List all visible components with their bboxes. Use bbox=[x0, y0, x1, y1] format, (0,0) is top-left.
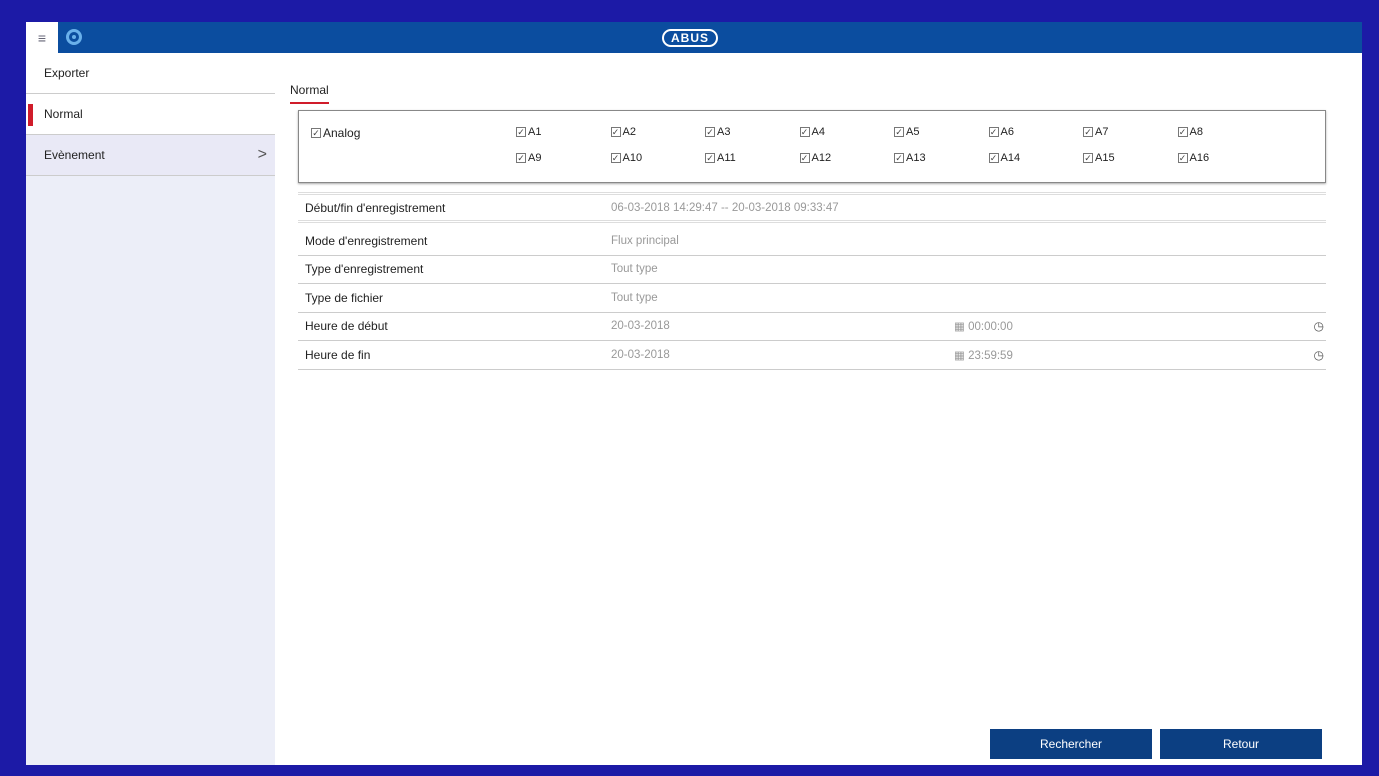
field-label: Heure de début bbox=[305, 319, 388, 334]
search-fields: Début/fin d'enregistrement 06-03-2018 14:… bbox=[298, 192, 1326, 370]
checkbox-icon: ✓ bbox=[1083, 153, 1093, 163]
chevron-right-icon: > bbox=[257, 146, 267, 163]
checkbox-icon: ✓ bbox=[894, 153, 904, 163]
checkbox-icon: ✓ bbox=[610, 127, 621, 137]
checkbox-label: A12 bbox=[811, 152, 832, 164]
checkbox-label: A11 bbox=[717, 152, 736, 164]
back-button[interactable]: Retour bbox=[1160, 729, 1322, 759]
checkbox-label: A8 bbox=[1189, 126, 1203, 138]
checkbox-channel[interactable]: ✓ A1 bbox=[516, 126, 541, 138]
checkbox-label: A10 bbox=[622, 152, 643, 164]
field-value[interactable]: 20-03-2018 bbox=[611, 320, 670, 333]
checkbox-icon: ✓ bbox=[705, 127, 715, 137]
eye-icon bbox=[66, 29, 82, 45]
checkbox-channel[interactable]: ✓ A13 bbox=[894, 152, 926, 164]
checkbox-channel[interactable]: ✓ A5 bbox=[894, 126, 919, 138]
checkbox-label: A4 bbox=[811, 126, 825, 138]
checkbox-label: A15 bbox=[1095, 152, 1115, 164]
field-label: Type de fichier bbox=[305, 290, 384, 305]
checkbox-icon: ✓ bbox=[1177, 127, 1188, 137]
field-label: Heure de fin bbox=[305, 347, 371, 362]
field-value[interactable]: 20-03-2018 bbox=[611, 348, 670, 361]
time-field[interactable]: ▦ 23:59:59 bbox=[954, 348, 1013, 362]
checkbox-channel[interactable]: ✓ A16 bbox=[1177, 152, 1210, 164]
main-panel: Normal ✓ Analog ✓ A1 ✓ A2 ✓ A3 ✓ A4 ✓ A5 ✓ A6 ✓ A7 ✓ A8 ✓… bbox=[275, 53, 1362, 765]
sidebar-item-label: Normal bbox=[44, 107, 83, 121]
checkbox-icon: ✓ bbox=[988, 127, 999, 137]
checkbox-label: A16 bbox=[1189, 152, 1210, 164]
field-row: Début/fin d'enregistrement 06-03-2018 14:… bbox=[298, 192, 1326, 223]
checkbox-channel[interactable]: ✓ A7 bbox=[1083, 126, 1108, 138]
calendar-icon: ▦ bbox=[954, 321, 965, 334]
checkbox-label: A2 bbox=[622, 126, 636, 138]
checkbox-icon: ✓ bbox=[311, 128, 321, 138]
checkbox-icon: ✓ bbox=[1083, 127, 1093, 137]
field-row: Heure de fin 20-03-2018 ▦ 23:59:59 ◷ bbox=[298, 341, 1326, 370]
channel-selector: ✓ Analog ✓ A1 ✓ A2 ✓ A3 ✓ A4 ✓ A5 ✓ A6 ✓ A7 ✓ A8 ✓ A9 ✓ A10 ✓… bbox=[298, 110, 1326, 183]
checkbox-channel[interactable]: ✓ A8 bbox=[1177, 126, 1203, 138]
checkbox-channel[interactable]: ✓ A4 bbox=[799, 126, 825, 138]
field-label: Début/fin d'enregistrement bbox=[305, 200, 446, 215]
field-row: Type d'enregistrement Tout type bbox=[298, 256, 1326, 284]
checkbox-label: Analog bbox=[323, 126, 361, 140]
hamburger-icon[interactable]: ≡ bbox=[26, 22, 58, 53]
checkbox-label: A13 bbox=[906, 152, 926, 164]
checkbox-icon: ✓ bbox=[799, 127, 810, 137]
field-row: Mode d'enregistrement Flux principal bbox=[298, 227, 1326, 256]
sidebar: Exporter Normal Evènement > bbox=[26, 53, 275, 765]
checkbox-label: A9 bbox=[528, 152, 542, 164]
field-value[interactable]: Flux principal bbox=[611, 234, 679, 247]
sidebar-item-label: Exporter bbox=[44, 66, 90, 80]
checkbox-label: A14 bbox=[1000, 152, 1021, 164]
sidebar-item-normal[interactable]: Normal bbox=[26, 94, 275, 135]
checkbox-icon: ✓ bbox=[516, 153, 526, 163]
search-button[interactable]: Rechercher bbox=[990, 729, 1152, 759]
calendar-icon: ▦ bbox=[954, 349, 965, 362]
sidebar-item-exporter[interactable]: Exporter bbox=[26, 53, 275, 94]
time-field[interactable]: ▦ 00:00:00 bbox=[954, 319, 1013, 333]
checkbox-channel[interactable]: ✓ A10 bbox=[610, 152, 643, 164]
time-value: 00:00:00 bbox=[968, 321, 1013, 334]
checkbox-channel[interactable]: ✓ A15 bbox=[1083, 152, 1115, 164]
checkbox-label: A1 bbox=[528, 126, 542, 138]
sidebar-item-evenement[interactable]: Evènement > bbox=[26, 135, 275, 176]
checkbox-icon: ✓ bbox=[988, 153, 999, 163]
checkbox-channel[interactable]: ✓ A2 bbox=[610, 126, 636, 138]
time-value: 23:59:59 bbox=[968, 349, 1013, 362]
abus-logo: ABUS bbox=[662, 29, 719, 47]
field-label: Mode d'enregistrement bbox=[305, 233, 428, 248]
checkbox-label: A7 bbox=[1095, 126, 1109, 138]
field-label: Type d'enregistrement bbox=[305, 262, 424, 277]
field-value: 06-03-2018 14:29:47 -- 20-03-2018 09:33:… bbox=[611, 201, 839, 214]
sidebar-item-label: Evènement bbox=[44, 148, 105, 162]
checkbox-analog[interactable]: ✓ Analog bbox=[311, 126, 360, 140]
checkbox-label: A5 bbox=[906, 126, 920, 138]
checkbox-channel[interactable]: ✓ A12 bbox=[799, 152, 832, 164]
field-row: Type de fichier Tout type bbox=[298, 284, 1326, 313]
checkbox-icon: ✓ bbox=[705, 153, 715, 163]
checkbox-channel[interactable]: ✓ A3 bbox=[705, 126, 730, 138]
checkbox-icon: ✓ bbox=[1177, 153, 1188, 163]
field-value[interactable]: Tout type bbox=[611, 291, 658, 304]
window: ≡ ABUS Exporter Normal Evènement > Normal… bbox=[26, 22, 1362, 765]
checkbox-icon: ✓ bbox=[610, 153, 621, 163]
checkbox-channel[interactable]: ✓ A14 bbox=[988, 152, 1021, 164]
checkbox-label: A3 bbox=[717, 126, 731, 138]
checkbox-channel[interactable]: ✓ A6 bbox=[988, 126, 1014, 138]
field-value[interactable]: Tout type bbox=[611, 263, 658, 276]
checkbox-channel[interactable]: ✓ A9 bbox=[516, 152, 541, 164]
checkbox-label: A6 bbox=[1000, 126, 1014, 138]
checkbox-channel[interactable]: ✓ A11 bbox=[705, 152, 736, 164]
checkbox-icon: ✓ bbox=[799, 153, 810, 163]
clock-icon[interactable]: ◷ bbox=[1313, 319, 1324, 334]
clock-icon[interactable]: ◷ bbox=[1313, 347, 1324, 362]
header-bar: ≡ ABUS bbox=[26, 22, 1362, 53]
checkbox-icon: ✓ bbox=[894, 127, 904, 137]
checkbox-icon: ✓ bbox=[516, 127, 526, 137]
tab-normal[interactable]: Normal bbox=[290, 83, 329, 104]
field-row: Heure de début 20-03-2018 ▦ 00:00:00 ◷ bbox=[298, 313, 1326, 341]
